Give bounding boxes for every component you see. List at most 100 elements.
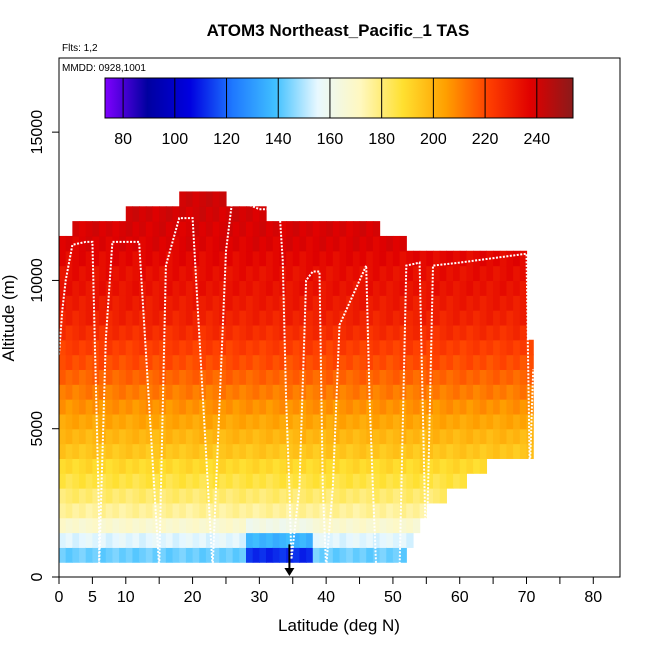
heatmap-cell bbox=[139, 280, 147, 296]
heatmap-cell bbox=[386, 339, 394, 356]
heatmap-cell bbox=[519, 399, 528, 415]
heatmap-cell bbox=[205, 250, 214, 267]
heatmap-cell bbox=[79, 547, 87, 563]
heatmap-cell bbox=[232, 339, 240, 356]
heatmap-cell bbox=[479, 413, 488, 430]
heatmap-cell bbox=[205, 473, 214, 489]
heatmap-cell bbox=[139, 221, 147, 237]
heatmap-cell bbox=[473, 339, 481, 356]
heatmap-cell bbox=[172, 428, 180, 445]
heatmap-cell bbox=[332, 221, 341, 237]
heatmap-cell bbox=[506, 413, 514, 430]
heatmap-cell bbox=[332, 324, 341, 341]
heatmap-cell bbox=[79, 369, 87, 385]
heatmap-cell bbox=[232, 517, 240, 534]
heatmap-cell bbox=[473, 428, 481, 445]
heatmap-cell bbox=[299, 473, 307, 489]
heatmap-cell bbox=[252, 502, 260, 519]
heatmap-cell bbox=[212, 339, 220, 356]
heatmap-cell bbox=[406, 488, 414, 504]
heatmap-cell bbox=[192, 206, 200, 222]
heatmap-cell bbox=[292, 473, 301, 489]
heatmap-cell bbox=[139, 547, 147, 563]
heatmap-cell bbox=[519, 428, 528, 445]
heatmap-cell bbox=[453, 399, 461, 415]
heatmap-cell bbox=[159, 339, 167, 356]
heatmap-cell bbox=[399, 295, 407, 311]
heatmap-cell bbox=[433, 310, 441, 326]
heatmap-cell bbox=[185, 265, 194, 282]
heatmap-cell bbox=[112, 443, 120, 459]
heatmap-cell bbox=[346, 517, 354, 534]
heatmap-cell bbox=[132, 354, 140, 370]
heatmap-cell bbox=[306, 265, 314, 282]
heatmap-cell bbox=[326, 369, 334, 385]
heatmap-cell bbox=[99, 354, 107, 370]
heatmap-cell bbox=[72, 443, 80, 459]
heatmap-cell bbox=[372, 280, 381, 296]
heatmap-cell bbox=[346, 532, 354, 548]
heatmap-cell bbox=[479, 339, 488, 356]
heatmap-cell bbox=[252, 443, 260, 459]
heatmap-cell bbox=[79, 221, 87, 237]
heatmap-cell bbox=[179, 339, 187, 356]
heatmap-cell bbox=[232, 310, 240, 326]
heatmap-cell bbox=[286, 413, 294, 430]
heatmap-cell bbox=[85, 250, 93, 267]
heatmap-cell bbox=[185, 250, 194, 267]
heatmap-cell bbox=[99, 532, 107, 548]
heatmap-cell bbox=[426, 280, 434, 296]
heatmap-cell bbox=[506, 324, 514, 341]
heatmap-cell bbox=[299, 517, 307, 534]
heatmap-cell bbox=[112, 354, 120, 370]
heatmap-cell bbox=[406, 354, 414, 370]
heatmap-cell bbox=[165, 443, 174, 459]
heatmap-cell bbox=[239, 369, 247, 385]
heatmap-cell bbox=[246, 354, 254, 370]
heatmap-cell bbox=[259, 399, 267, 415]
heatmap-cell bbox=[232, 443, 240, 459]
heatmap-cell bbox=[433, 428, 441, 445]
heatmap-cell bbox=[332, 458, 341, 474]
heatmap-cell bbox=[372, 221, 381, 237]
heatmap-cell bbox=[179, 502, 187, 519]
heatmap-cell bbox=[392, 488, 401, 504]
heatmap-cell bbox=[205, 280, 214, 296]
heatmap-cell bbox=[239, 221, 247, 237]
heatmap-cell bbox=[225, 532, 234, 548]
heatmap-cell bbox=[332, 280, 341, 296]
heatmap-cell bbox=[266, 339, 274, 356]
heatmap-cell bbox=[259, 488, 267, 504]
heatmap-cell bbox=[59, 280, 67, 296]
heatmap-cell bbox=[486, 265, 494, 282]
heatmap-cell bbox=[145, 235, 154, 252]
heatmap-cells bbox=[59, 191, 534, 563]
heatmap-cell bbox=[352, 458, 361, 474]
heatmap-cell bbox=[412, 413, 421, 430]
heatmap-cell bbox=[185, 191, 194, 207]
heatmap-cell bbox=[332, 547, 341, 563]
heatmap-cell bbox=[286, 488, 294, 504]
heatmap-cell bbox=[79, 517, 87, 534]
heatmap-cell bbox=[259, 235, 267, 252]
heatmap-cell bbox=[219, 339, 227, 356]
heatmap-cell bbox=[252, 221, 260, 237]
heatmap-cell bbox=[172, 517, 180, 534]
heatmap-cell bbox=[159, 502, 167, 519]
heatmap-cell bbox=[112, 369, 120, 385]
colorbar-tick-label: 80 bbox=[114, 131, 132, 148]
heatmap-cell bbox=[152, 532, 160, 548]
heatmap-cell bbox=[212, 428, 220, 445]
heatmap-cell bbox=[179, 310, 187, 326]
heatmap-cell bbox=[246, 443, 254, 459]
heatmap-cell bbox=[239, 532, 247, 548]
heatmap-cell bbox=[159, 235, 167, 252]
heatmap-cell bbox=[412, 250, 421, 267]
heatmap-cell bbox=[486, 428, 494, 445]
heatmap-cell bbox=[165, 399, 174, 415]
heatmap-cell bbox=[499, 295, 508, 311]
heatmap-cell bbox=[79, 354, 87, 370]
heatmap-cell bbox=[272, 235, 280, 252]
heatmap-cell bbox=[339, 473, 347, 489]
